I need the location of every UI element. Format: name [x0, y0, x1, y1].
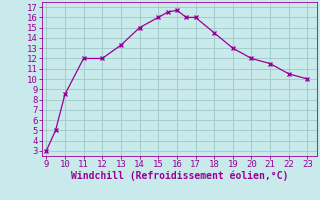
X-axis label: Windchill (Refroidissement éolien,°C): Windchill (Refroidissement éolien,°C) — [70, 171, 288, 181]
